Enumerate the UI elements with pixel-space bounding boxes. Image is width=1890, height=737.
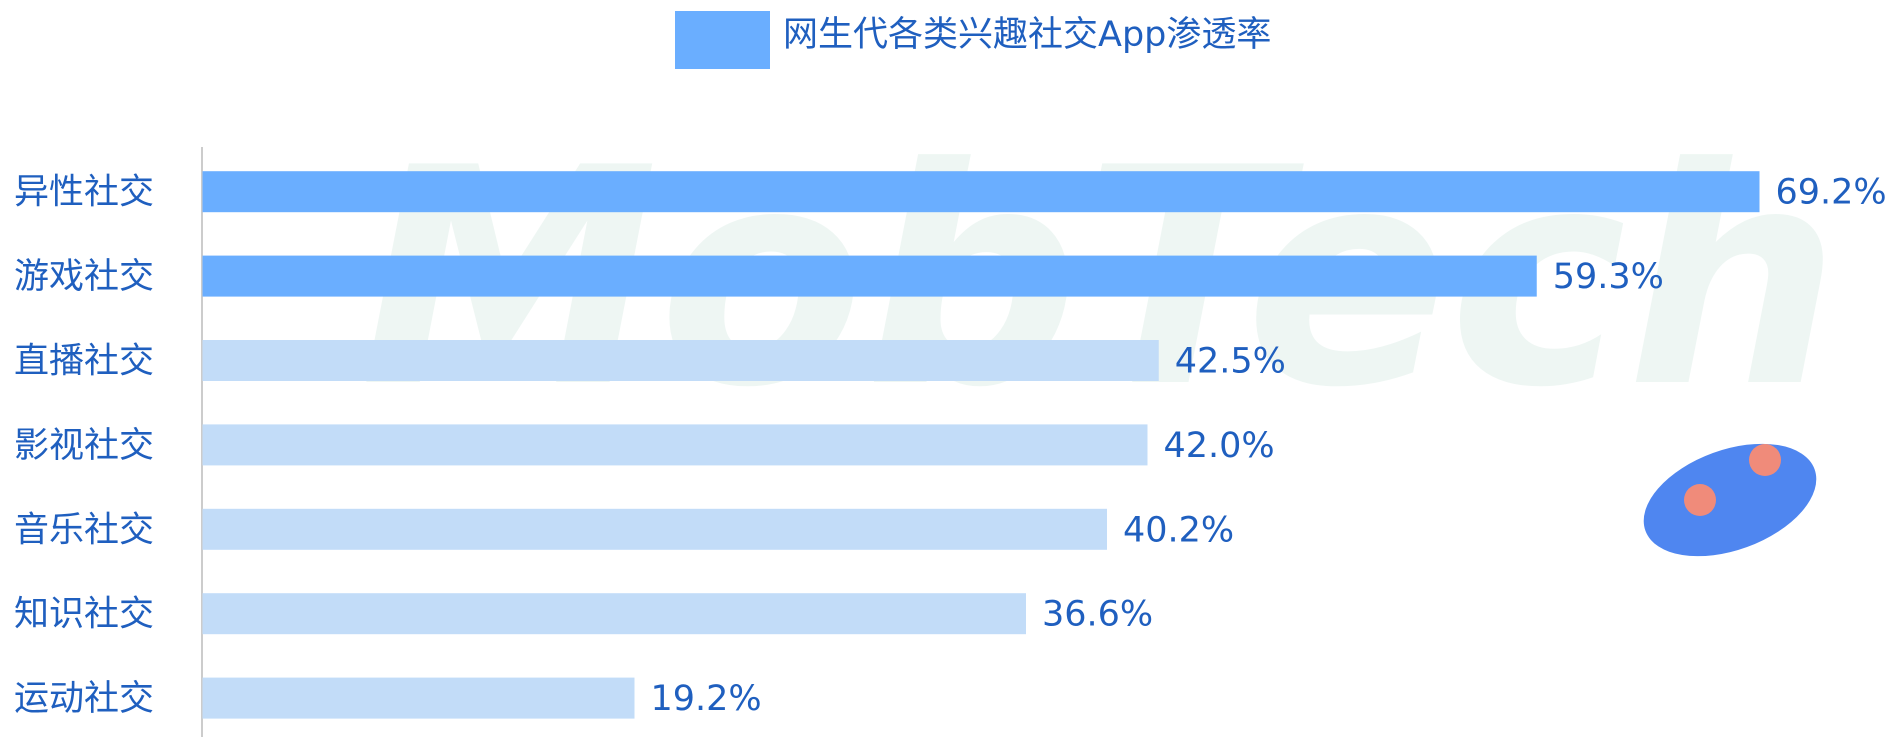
legend-swatch [675,11,770,69]
y-tick-label: 运动社交 [14,679,154,719]
decoration [1643,443,1817,557]
value-label: 36.6% [1042,595,1153,635]
bar [202,677,635,719]
value-label: 69.2% [1776,173,1887,213]
y-tick-label: 游戏社交 [14,257,154,297]
bar [202,424,1148,466]
y-tick-label: 音乐社交 [14,510,154,550]
legend-label: 网生代各类兴趣社交App渗透率 [783,15,1271,55]
value-label: 42.0% [1164,426,1275,466]
y-tick-label: 直播社交 [14,342,154,382]
bar [202,340,1159,381]
y-tick-label: 知识社交 [14,595,154,635]
y-tick-label: 影视社交 [14,426,154,466]
bar [202,593,1026,635]
bar [202,255,1537,297]
value-label: 19.2% [651,679,762,719]
value-label: 42.5% [1175,342,1286,382]
bar [202,171,1760,213]
value-label: 40.2% [1123,510,1234,550]
value-label: 59.3% [1553,257,1664,297]
y-tick-label: 异性社交 [14,173,154,213]
bar [202,508,1107,550]
